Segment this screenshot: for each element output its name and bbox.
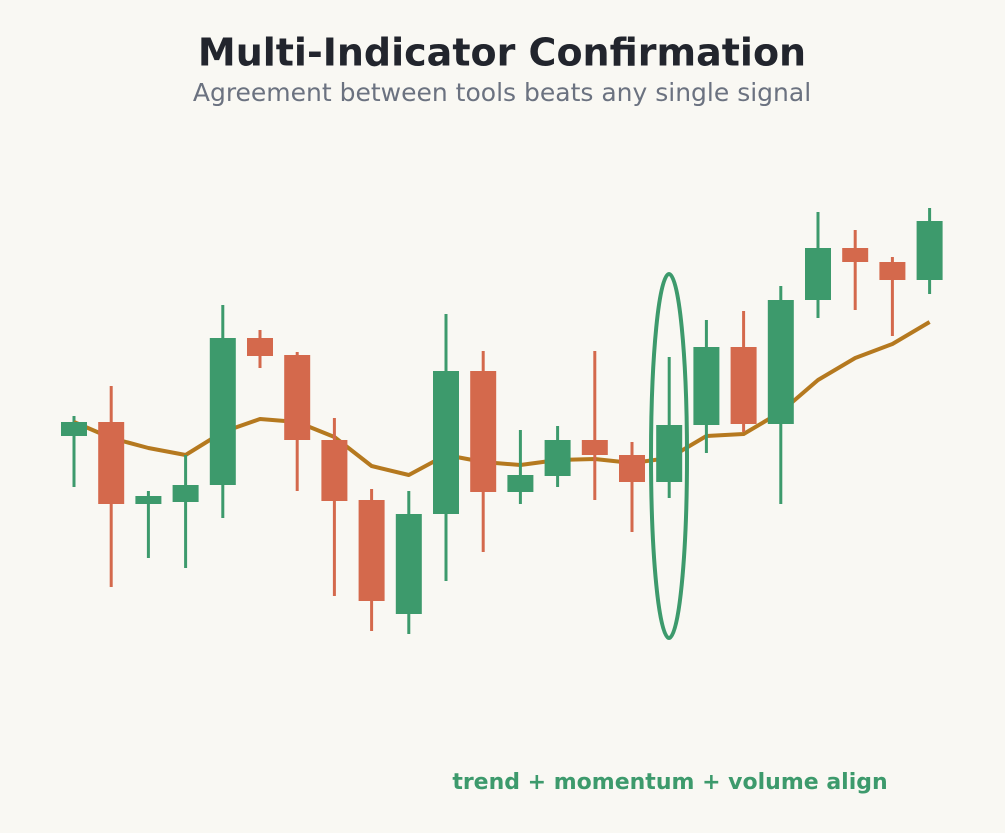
candle-body (284, 355, 311, 440)
candle-body (209, 338, 236, 485)
candle-body (135, 496, 162, 504)
chart-title: Multi-Indicator Confirmation (198, 31, 806, 75)
candle-body (358, 500, 385, 601)
candle-body (395, 514, 422, 614)
highlight-ring (649, 272, 689, 640)
candle-body (470, 371, 497, 492)
candle-body (619, 455, 645, 482)
candle-body (805, 248, 831, 300)
candle-body (321, 440, 348, 501)
candle-body (98, 422, 125, 504)
candle-body (61, 422, 87, 436)
candle-body (507, 475, 534, 492)
candle-body (730, 347, 757, 424)
chart-subtitle: Agreement between tools beats any single… (193, 78, 811, 107)
candle-body (544, 440, 571, 476)
candle-body (172, 485, 199, 502)
annotation: trend + momentum + volume align (452, 770, 887, 795)
candle-body (693, 347, 720, 425)
candle-body (247, 338, 273, 356)
candle-body (433, 371, 459, 514)
candle-body (581, 440, 608, 455)
candle-body (842, 248, 869, 262)
candle-body (767, 300, 794, 424)
candle-body (879, 262, 906, 280)
candle-body (656, 425, 683, 482)
candle-body (916, 221, 943, 280)
